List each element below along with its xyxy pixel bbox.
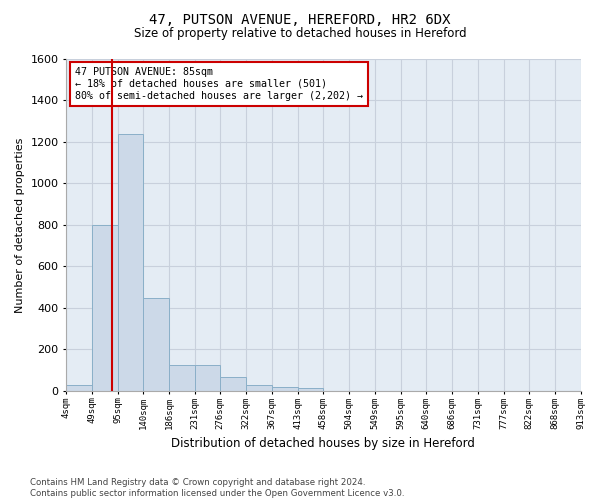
- Bar: [246, 385, 272, 391]
- Bar: [195, 365, 220, 391]
- Text: Contains HM Land Registry data © Crown copyright and database right 2024.
Contai: Contains HM Land Registry data © Crown c…: [30, 478, 404, 498]
- X-axis label: Distribution of detached houses by size in Hereford: Distribution of detached houses by size …: [172, 437, 475, 450]
- Bar: [118, 134, 143, 391]
- Bar: [92, 225, 118, 391]
- Bar: [220, 378, 246, 391]
- Bar: [143, 298, 169, 391]
- Y-axis label: Number of detached properties: Number of detached properties: [15, 137, 25, 312]
- Text: Size of property relative to detached houses in Hereford: Size of property relative to detached ho…: [134, 28, 466, 40]
- Text: 47 PUTSON AVENUE: 85sqm
← 18% of detached houses are smaller (501)
80% of semi-d: 47 PUTSON AVENUE: 85sqm ← 18% of detache…: [74, 68, 362, 100]
- Text: 47, PUTSON AVENUE, HEREFORD, HR2 6DX: 47, PUTSON AVENUE, HEREFORD, HR2 6DX: [149, 12, 451, 26]
- Bar: [169, 365, 195, 391]
- Bar: [67, 384, 92, 391]
- Bar: [272, 387, 298, 391]
- Bar: [298, 388, 323, 391]
